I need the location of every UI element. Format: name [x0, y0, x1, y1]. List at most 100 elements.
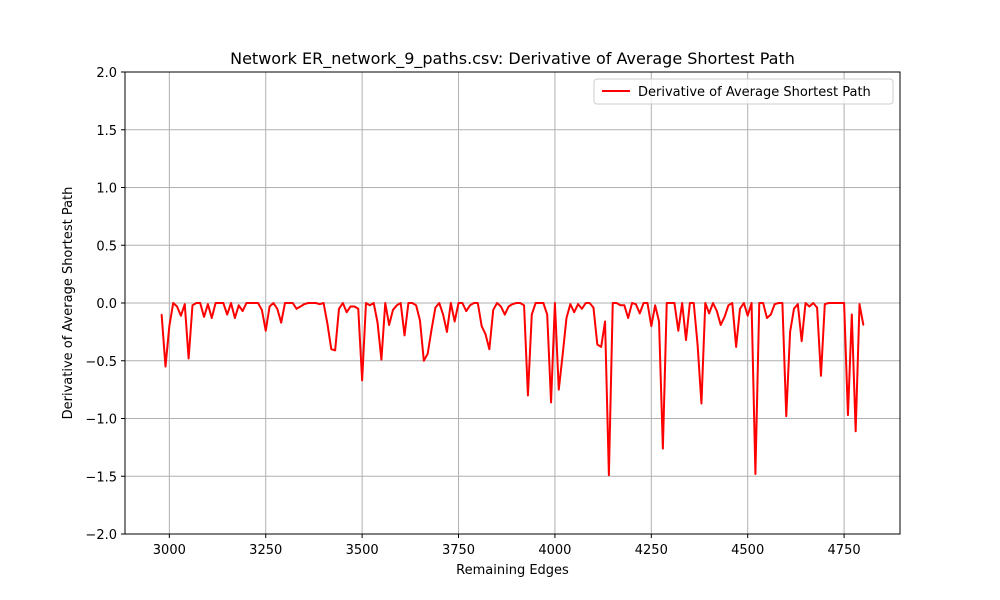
data-point: [781, 302, 784, 304]
data-point: [577, 303, 579, 305]
data-point: [800, 340, 803, 342]
data-point: [180, 314, 182, 317]
data-point: [419, 319, 421, 322]
data-point: [496, 302, 498, 304]
data-point: [858, 303, 861, 305]
data-point: [673, 302, 676, 304]
data-point: [237, 304, 240, 307]
data-point: [739, 307, 741, 310]
data-point: [191, 304, 194, 307]
data-point: [754, 473, 757, 475]
y-tick-label: 2.0: [96, 66, 117, 81]
data-point: [731, 302, 734, 304]
legend-label: Derivative of Average Shortest Path: [638, 85, 871, 100]
data-point: [284, 302, 286, 304]
data-point: [600, 346, 602, 348]
data-point: [318, 303, 321, 305]
data-point: [854, 430, 857, 433]
x-tick-label: 3750: [442, 543, 475, 558]
data-point: [322, 302, 325, 304]
data-point: [338, 307, 340, 310]
data-point: [696, 343, 699, 346]
data-point: [164, 365, 167, 368]
data-point: [353, 305, 356, 308]
data-point: [465, 310, 468, 312]
data-point: [330, 348, 333, 351]
y-tick-label: 0.5: [96, 239, 117, 254]
data-point: [712, 302, 714, 304]
data-point: [392, 309, 394, 311]
data-point: [411, 302, 414, 304]
data-point: [839, 302, 842, 304]
data-point: [654, 304, 656, 307]
data-point: [831, 302, 834, 304]
data-point: [608, 474, 610, 476]
data-point: [295, 307, 298, 310]
data-point: [789, 331, 791, 333]
data-point: [685, 339, 687, 341]
data-point: [357, 307, 360, 310]
data-point: [261, 309, 263, 311]
data-point: [403, 334, 406, 337]
data-point: [554, 302, 556, 304]
data-point: [646, 302, 649, 304]
data-point: [588, 302, 591, 304]
data-point: [627, 317, 629, 319]
data-point: [581, 307, 583, 310]
data-point: [272, 302, 275, 304]
data-point: [662, 447, 664, 450]
data-point: [565, 317, 568, 319]
data-point: [808, 305, 811, 308]
data-point: [561, 354, 564, 356]
data-point: [176, 305, 178, 308]
data-point: [557, 388, 560, 391]
y-tick-label: −1.0: [85, 413, 117, 428]
x-tick-label: 4750: [828, 543, 861, 558]
data-point: [299, 305, 302, 308]
data-point: [611, 302, 614, 304]
data-point: [812, 302, 815, 304]
data-point: [762, 302, 764, 304]
data-point: [623, 304, 626, 307]
data-point: [257, 302, 259, 304]
data-point: [276, 307, 279, 310]
y-tick-label: −2.0: [85, 528, 117, 543]
data-point: [638, 312, 641, 315]
data-point: [750, 302, 753, 304]
data-point: [851, 313, 853, 316]
data-point: [669, 302, 672, 304]
data-point: [268, 305, 271, 308]
data-point: [827, 302, 830, 304]
data-point: [492, 309, 495, 311]
y-axis-ticks: −2.0 −1.5 −1.0 −0.5 0.0 0.5 1.0 1.5 2.0: [85, 66, 125, 543]
data-point: [735, 346, 737, 348]
data-point: [450, 302, 452, 304]
data-point: [503, 313, 506, 316]
data-point: [658, 320, 660, 323]
data-point: [507, 305, 510, 308]
data-point: [457, 302, 460, 304]
data-point: [241, 310, 244, 312]
data-point: [399, 302, 402, 304]
data-point: [307, 302, 309, 304]
data-point: [615, 302, 618, 304]
data-point: [434, 306, 437, 309]
data-point: [527, 394, 529, 397]
data-point: [704, 302, 707, 304]
y-axis-label: Derivative of Average Shortest Path: [61, 187, 76, 420]
data-point: [396, 304, 398, 307]
data-point: [234, 317, 236, 319]
data-point: [453, 320, 456, 323]
data-point: [430, 328, 433, 331]
data-point: [388, 324, 390, 326]
data-point: [226, 313, 228, 316]
data-point: [361, 379, 363, 382]
data-point: [342, 302, 344, 304]
data-point: [835, 302, 838, 304]
x-tick-label: 3250: [249, 543, 282, 558]
chart-title: Network ER_network_9_paths.csv: Derivati…: [230, 49, 795, 69]
data-point: [843, 302, 845, 304]
data-point: [619, 304, 622, 307]
data-point: [631, 302, 633, 304]
data-point: [700, 402, 703, 405]
